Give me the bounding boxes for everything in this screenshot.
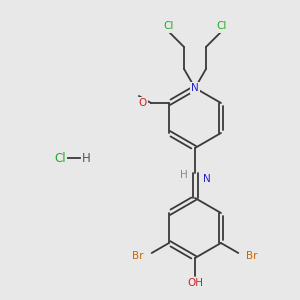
Text: H: H bbox=[180, 170, 188, 180]
Text: O: O bbox=[139, 98, 147, 108]
Text: OH: OH bbox=[187, 278, 203, 288]
Text: N: N bbox=[191, 83, 199, 93]
Text: Br: Br bbox=[132, 251, 144, 261]
Text: N: N bbox=[203, 174, 211, 184]
Text: Cl: Cl bbox=[54, 152, 66, 164]
Text: Cl: Cl bbox=[163, 21, 174, 32]
Text: Cl: Cl bbox=[216, 21, 227, 32]
Text: H: H bbox=[82, 152, 91, 164]
Text: Br: Br bbox=[246, 251, 258, 261]
